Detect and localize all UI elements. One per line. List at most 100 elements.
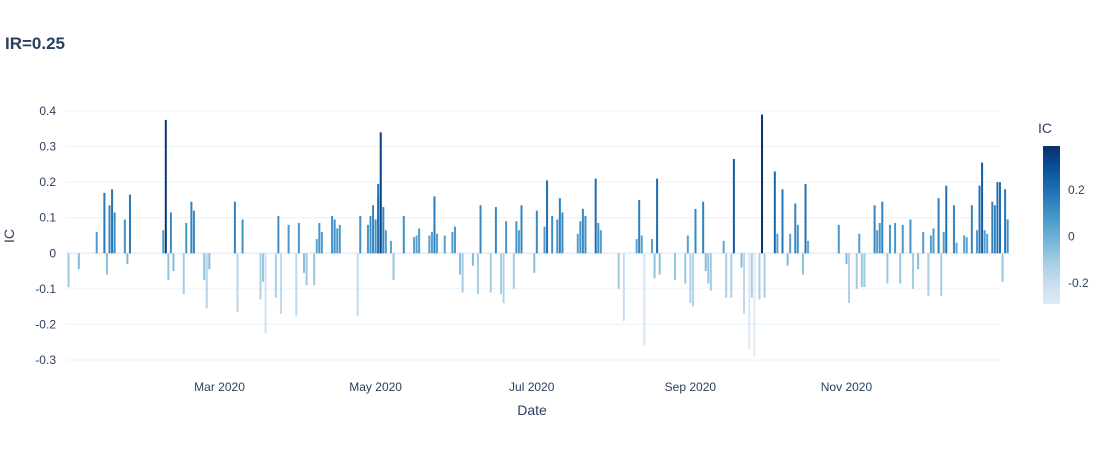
bar bbox=[169, 212, 172, 254]
bar bbox=[986, 233, 989, 254]
bar bbox=[689, 253, 692, 304]
bar bbox=[684, 253, 687, 284]
bar bbox=[318, 223, 321, 254]
bar bbox=[773, 171, 776, 254]
bar bbox=[599, 230, 602, 254]
bar bbox=[208, 253, 211, 270]
bar bbox=[369, 215, 372, 254]
bar bbox=[963, 235, 966, 254]
bar bbox=[128, 194, 131, 254]
bar bbox=[860, 253, 863, 288]
bar bbox=[77, 253, 80, 270]
bar bbox=[845, 253, 848, 264]
bar bbox=[264, 253, 267, 334]
bar bbox=[758, 253, 761, 300]
bar bbox=[123, 219, 126, 254]
bar bbox=[674, 253, 677, 280]
bar bbox=[418, 228, 421, 254]
bar bbox=[801, 253, 804, 275]
bar bbox=[855, 253, 858, 289]
bar bbox=[894, 223, 897, 254]
y-tick-label: 0.2 bbox=[39, 175, 56, 189]
bar bbox=[640, 235, 643, 254]
bar bbox=[789, 233, 792, 254]
bar bbox=[377, 183, 380, 254]
bar bbox=[617, 253, 620, 289]
bar bbox=[279, 253, 282, 314]
y-tick-label: 0.4 bbox=[39, 104, 56, 118]
bar bbox=[970, 205, 973, 254]
bar bbox=[996, 182, 999, 254]
bar bbox=[479, 205, 482, 254]
bar bbox=[732, 159, 735, 254]
bar bbox=[315, 239, 318, 254]
bar bbox=[489, 253, 492, 293]
bar bbox=[691, 253, 694, 307]
bar bbox=[978, 185, 981, 254]
bar bbox=[761, 114, 764, 254]
bar bbox=[743, 253, 746, 314]
colorbar-title: IC bbox=[1038, 120, 1052, 136]
bar bbox=[108, 205, 111, 254]
bar bbox=[937, 198, 940, 254]
bar bbox=[543, 226, 546, 254]
bar bbox=[750, 253, 753, 298]
bar bbox=[927, 253, 930, 296]
bar bbox=[338, 224, 341, 254]
y-axis-ticks: 0.4 0.3 0.2 0.1 0 -0.1 -0.2 -0.3 bbox=[35, 104, 56, 367]
bar bbox=[551, 215, 554, 254]
bar bbox=[807, 240, 810, 254]
x-tick-label: Nov 2020 bbox=[821, 380, 873, 394]
bar bbox=[561, 212, 564, 254]
bar bbox=[878, 223, 881, 254]
bar bbox=[848, 253, 851, 304]
bar bbox=[95, 231, 98, 254]
bar bbox=[451, 231, 454, 254]
x-tick-label: May 2020 bbox=[349, 380, 402, 394]
bar bbox=[917, 253, 920, 270]
x-axis-ticks: Mar 2020 May 2020 Jul 2020 Sep 2020 Nov 2020 bbox=[194, 380, 872, 394]
bar bbox=[502, 253, 505, 304]
bar bbox=[643, 253, 646, 346]
bar bbox=[233, 201, 236, 254]
bar bbox=[453, 226, 456, 254]
bar bbox=[356, 253, 359, 316]
bar bbox=[858, 233, 861, 254]
bar bbox=[635, 239, 638, 254]
bar bbox=[940, 253, 943, 296]
bar bbox=[372, 205, 375, 254]
bar bbox=[331, 215, 334, 254]
bar bbox=[686, 235, 689, 254]
bar bbox=[622, 253, 625, 321]
y-axis-title: IC bbox=[1, 229, 17, 243]
bar bbox=[366, 224, 369, 254]
bar bbox=[382, 207, 385, 254]
bar bbox=[993, 205, 996, 254]
bar bbox=[653, 253, 656, 279]
bar bbox=[796, 224, 799, 254]
bar bbox=[584, 215, 587, 254]
bar bbox=[581, 208, 584, 254]
bar bbox=[415, 235, 418, 254]
bar bbox=[461, 253, 464, 293]
bar bbox=[579, 221, 582, 254]
bar bbox=[945, 185, 948, 254]
bar bbox=[113, 212, 116, 254]
bar bbox=[430, 231, 433, 254]
bar bbox=[763, 253, 766, 298]
bar bbox=[702, 201, 705, 254]
bar bbox=[912, 253, 914, 289]
bar bbox=[500, 253, 503, 295]
bar bbox=[981, 162, 984, 254]
bar bbox=[185, 223, 188, 254]
bar bbox=[725, 253, 728, 298]
bar bbox=[359, 215, 362, 254]
bar bbox=[262, 253, 265, 282]
bar bbox=[111, 189, 114, 254]
bar bbox=[776, 233, 779, 254]
bar bbox=[942, 231, 945, 254]
bar bbox=[105, 253, 108, 275]
bar bbox=[433, 196, 436, 254]
bar bbox=[546, 180, 549, 254]
